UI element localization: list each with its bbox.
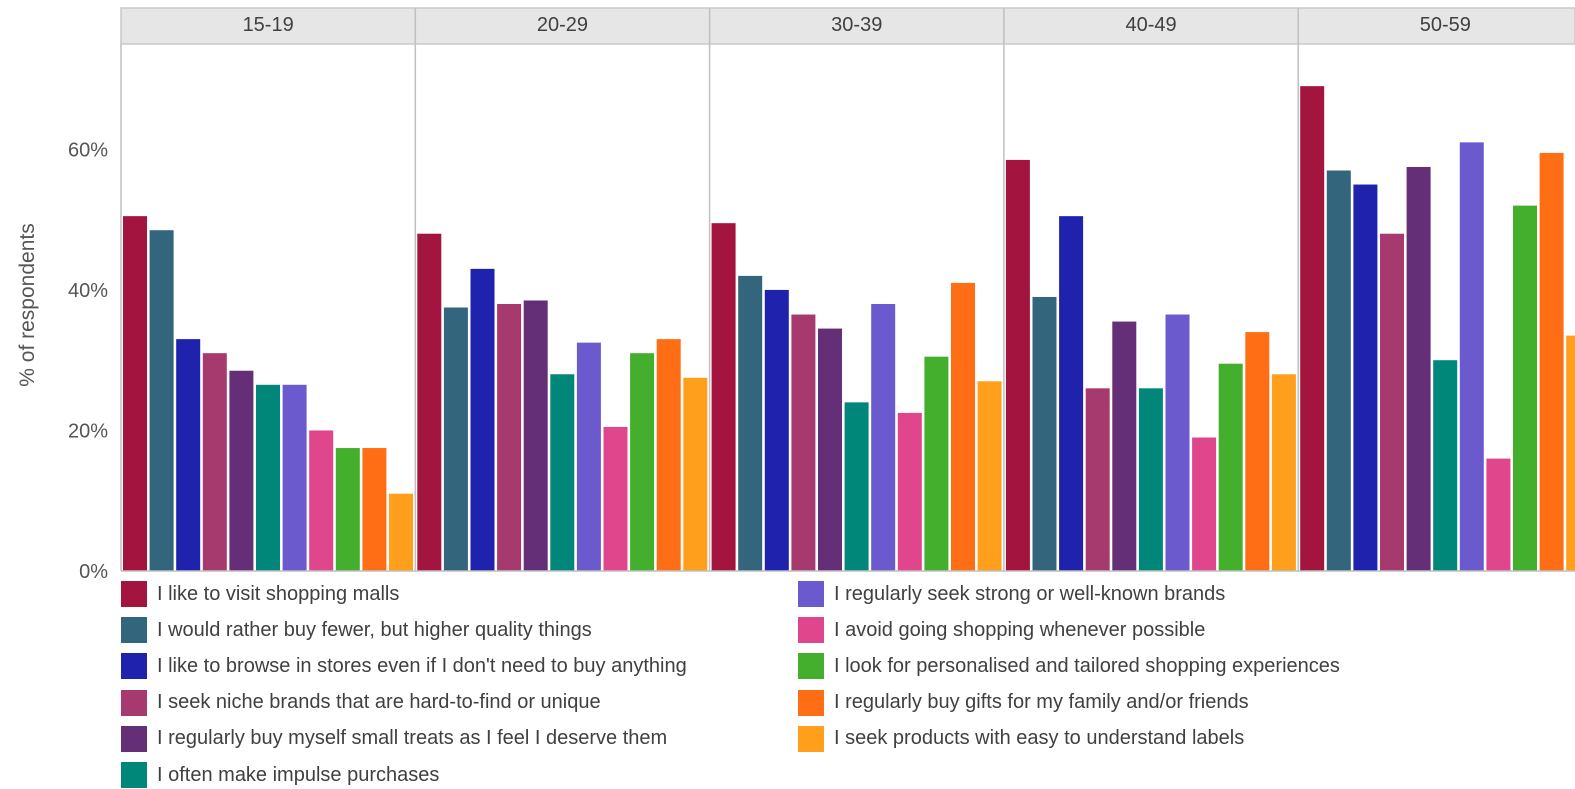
bar	[1539, 152, 1564, 571]
bar	[417, 233, 442, 571]
bar	[1300, 86, 1325, 571]
bar	[683, 377, 708, 571]
bar	[764, 289, 789, 571]
bar	[309, 430, 334, 571]
bar	[202, 353, 227, 571]
facet-label: 40-49	[1125, 14, 1176, 36]
bar	[1380, 233, 1404, 571]
bar	[1032, 296, 1057, 571]
bar	[1165, 314, 1190, 571]
bar	[1459, 142, 1484, 571]
bar	[1271, 374, 1296, 571]
bar	[1085, 388, 1110, 571]
bar	[1138, 388, 1163, 571]
facet-header-strip	[120, 7, 1575, 45]
bar	[603, 426, 628, 571]
bar	[362, 448, 387, 571]
bar	[576, 342, 601, 571]
bar	[1245, 332, 1270, 571]
bar	[951, 282, 975, 571]
bar	[282, 384, 307, 571]
bar	[550, 374, 575, 571]
y-tick-label: 20%	[68, 420, 108, 442]
facet-label: 50-59	[1420, 14, 1471, 36]
facet-headers: 15-19 20-29 30-39 40-49 50-59	[120, 7, 1575, 45]
facet-label: 30-39	[831, 14, 882, 36]
bar	[176, 339, 201, 571]
bar	[470, 268, 495, 571]
axes: 0% 20% 40% 60%	[68, 8, 1575, 583]
bar	[1513, 205, 1537, 571]
bar	[229, 370, 254, 571]
bar	[335, 448, 360, 571]
bar	[791, 314, 816, 571]
bar	[818, 328, 842, 571]
bar	[738, 275, 763, 571]
bar	[1406, 166, 1431, 571]
bar	[1218, 363, 1243, 571]
bar	[1192, 437, 1217, 571]
facet-label: 15-19	[243, 14, 294, 36]
bar	[1486, 458, 1511, 571]
bar	[1059, 216, 1084, 572]
facet-label: 20-29	[537, 14, 588, 36]
bar	[497, 303, 522, 571]
bar	[256, 384, 280, 571]
bar	[711, 223, 736, 571]
y-tick-label: 0%	[79, 561, 108, 583]
bar	[123, 216, 147, 572]
bar	[924, 356, 949, 571]
bar	[523, 300, 548, 571]
bar	[149, 230, 174, 571]
bar	[977, 381, 1002, 571]
y-axis-label: % of respondents	[16, 223, 39, 386]
bars	[123, 86, 1575, 572]
bar	[871, 303, 896, 571]
bar	[1353, 184, 1378, 572]
bar	[844, 402, 869, 571]
bar	[443, 307, 468, 571]
bar	[897, 412, 922, 571]
bar	[1566, 335, 1575, 571]
bar	[630, 353, 655, 571]
bar	[656, 339, 681, 571]
bar	[1112, 321, 1137, 571]
bar	[1433, 360, 1458, 571]
y-tick-label: 40%	[68, 280, 108, 302]
bar	[389, 493, 413, 571]
bar	[1326, 170, 1351, 572]
y-tick-label: 60%	[68, 139, 108, 161]
bar	[1005, 159, 1030, 571]
